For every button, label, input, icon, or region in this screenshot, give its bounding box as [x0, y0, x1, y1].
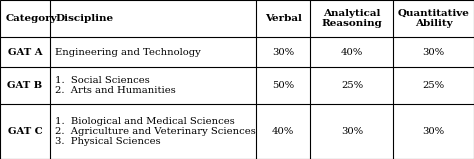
Text: Category: Category — [6, 14, 57, 23]
Bar — [256, 0, 310, 37]
Bar — [256, 67, 310, 104]
Bar — [50, 37, 256, 67]
Text: Discipline: Discipline — [55, 14, 114, 23]
Text: Engineering and Technology: Engineering and Technology — [55, 48, 201, 57]
Text: 30%: 30% — [423, 48, 445, 57]
Text: 25%: 25% — [423, 81, 445, 90]
Text: 1.  Biological and Medical Sciences
2.  Agriculture and Veterinary Sciences
3.  : 1. Biological and Medical Sciences 2. Ag… — [55, 117, 256, 146]
Text: 30%: 30% — [423, 127, 445, 136]
Bar — [256, 104, 310, 159]
Bar — [0, 104, 50, 159]
Text: GAT B: GAT B — [7, 81, 43, 90]
Text: 40%: 40% — [341, 48, 363, 57]
Bar — [50, 104, 256, 159]
Bar — [0, 67, 50, 104]
Bar — [393, 37, 474, 67]
Bar — [393, 67, 474, 104]
Bar — [256, 37, 310, 67]
Bar — [310, 67, 393, 104]
Text: 30%: 30% — [272, 48, 294, 57]
Text: 40%: 40% — [272, 127, 294, 136]
Bar — [310, 104, 393, 159]
Text: GAT A: GAT A — [8, 48, 42, 57]
Bar — [310, 37, 393, 67]
Bar — [0, 0, 50, 37]
Bar — [0, 37, 50, 67]
Text: 50%: 50% — [272, 81, 294, 90]
Bar — [50, 0, 256, 37]
Bar — [50, 67, 256, 104]
Bar — [393, 0, 474, 37]
Text: 30%: 30% — [341, 127, 363, 136]
Text: 25%: 25% — [341, 81, 363, 90]
Text: GAT C: GAT C — [8, 127, 42, 136]
Bar — [310, 0, 393, 37]
Bar — [393, 104, 474, 159]
Text: 1.  Social Sciences
2.  Arts and Humanities: 1. Social Sciences 2. Arts and Humanitie… — [55, 76, 176, 95]
Text: Analytical
Reasoning: Analytical Reasoning — [321, 9, 383, 28]
Text: Verbal: Verbal — [265, 14, 301, 23]
Text: Quantitative
Ability: Quantitative Ability — [398, 9, 470, 28]
